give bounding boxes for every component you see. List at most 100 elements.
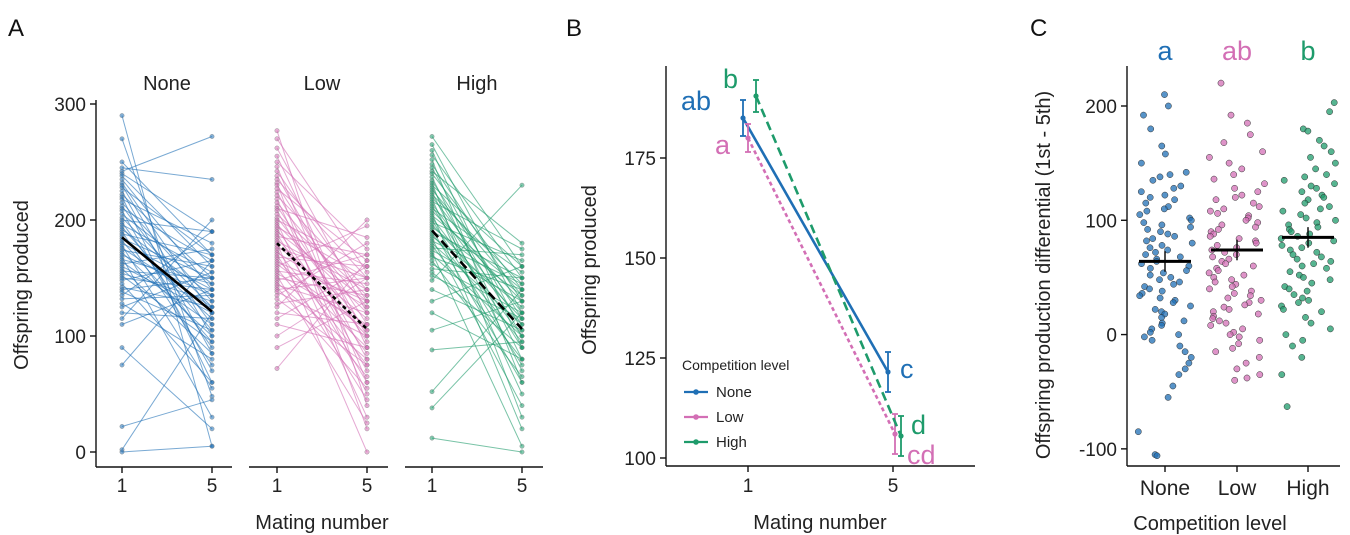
data-point <box>1161 191 1169 199</box>
data-point <box>1299 294 1306 302</box>
individual-line <box>121 248 213 265</box>
individual-point <box>364 374 370 379</box>
individual-point <box>209 252 215 258</box>
individual-line <box>121 272 213 302</box>
data-point <box>1207 207 1214 215</box>
significance-letter: ab <box>1222 36 1252 66</box>
data-point <box>1297 211 1305 218</box>
individual-line <box>121 182 213 314</box>
individual-line <box>276 284 368 314</box>
individual-point <box>209 269 215 275</box>
data-point <box>1246 131 1254 138</box>
individual-line <box>431 144 523 314</box>
individual-line <box>431 231 523 279</box>
data-point <box>1231 376 1239 384</box>
individual-line <box>431 265 523 302</box>
individual-point <box>119 310 125 316</box>
data-point <box>1166 171 1174 178</box>
data-point <box>1136 292 1144 300</box>
data-point <box>1250 199 1257 207</box>
individual-line <box>121 213 213 285</box>
panel-c-group-none: None a <box>1134 36 1196 500</box>
individual-point <box>519 356 525 362</box>
individual-line <box>276 219 368 267</box>
individual-line <box>121 445 213 453</box>
data-point <box>1134 428 1142 436</box>
data-point <box>1141 333 1148 341</box>
individual-point <box>274 296 280 302</box>
individual-line <box>276 286 368 389</box>
individual-line <box>276 147 368 314</box>
individual-point <box>364 403 370 408</box>
data-point <box>1332 216 1339 224</box>
data-point <box>1320 194 1328 201</box>
individual-line <box>431 341 523 351</box>
individual-point <box>429 273 435 279</box>
individual-point <box>364 234 370 240</box>
individual-point <box>209 316 215 321</box>
data-point <box>1243 374 1251 382</box>
individual-point <box>209 263 215 269</box>
individual-point <box>209 397 215 403</box>
data-point <box>1261 180 1268 188</box>
individual-line <box>276 252 368 308</box>
data-point <box>1295 299 1302 306</box>
data-point <box>1242 216 1250 224</box>
data-point <box>1230 290 1238 297</box>
individual-point <box>364 292 370 298</box>
individual-point <box>119 296 125 302</box>
individual-line <box>431 312 523 360</box>
individual-line <box>431 210 523 302</box>
data-point <box>1164 246 1171 254</box>
legend-title: Competition level <box>682 357 789 373</box>
data-point <box>1323 171 1330 178</box>
data-point <box>1206 154 1213 161</box>
data-point <box>1327 258 1335 265</box>
data-point <box>1235 340 1242 348</box>
data-point <box>1156 294 1164 302</box>
data-point <box>1177 182 1185 190</box>
data-point <box>1146 271 1154 279</box>
panel-a-x-tick-label: 1 <box>427 476 438 497</box>
individual-point <box>519 362 525 368</box>
individual-point <box>519 316 525 321</box>
individual-point <box>209 321 215 327</box>
individual-point <box>119 362 125 368</box>
data-point <box>1169 382 1177 390</box>
panel-a-facets: None 1 5 Low 1 5 High 1 5 <box>96 73 543 497</box>
individual-point <box>364 385 370 391</box>
data-point <box>1187 354 1195 361</box>
data-point <box>1207 322 1215 329</box>
data-point <box>1279 207 1287 215</box>
data-point <box>1255 354 1263 361</box>
individual-point <box>119 113 125 119</box>
data-point <box>1278 242 1286 249</box>
data-point <box>1320 142 1328 150</box>
data-point <box>1287 228 1295 236</box>
panel-c-x-tick-label: None <box>1140 477 1190 500</box>
data-point <box>1183 267 1190 274</box>
individual-line <box>121 399 213 427</box>
data-point <box>1326 276 1334 284</box>
individual-point <box>209 240 215 246</box>
individual-line <box>276 277 368 296</box>
individual-point <box>519 339 525 345</box>
legend-label-low: Low <box>716 409 744 426</box>
individual-point <box>519 426 525 432</box>
data-point <box>1283 403 1291 410</box>
panel-b-series-high: bd <box>723 64 926 457</box>
data-point <box>1165 102 1172 110</box>
individual-point <box>209 134 215 139</box>
data-point <box>1318 253 1325 261</box>
data-point <box>1146 285 1153 293</box>
individual-line <box>121 161 213 256</box>
individual-point <box>364 240 370 246</box>
individual-point <box>519 298 525 304</box>
mean-point <box>740 115 746 121</box>
individual-line <box>431 207 523 273</box>
data-point <box>1289 251 1297 258</box>
individual-line <box>121 347 213 430</box>
data-point <box>1212 196 1220 204</box>
individual-point <box>209 379 215 385</box>
individual-line <box>121 275 213 343</box>
